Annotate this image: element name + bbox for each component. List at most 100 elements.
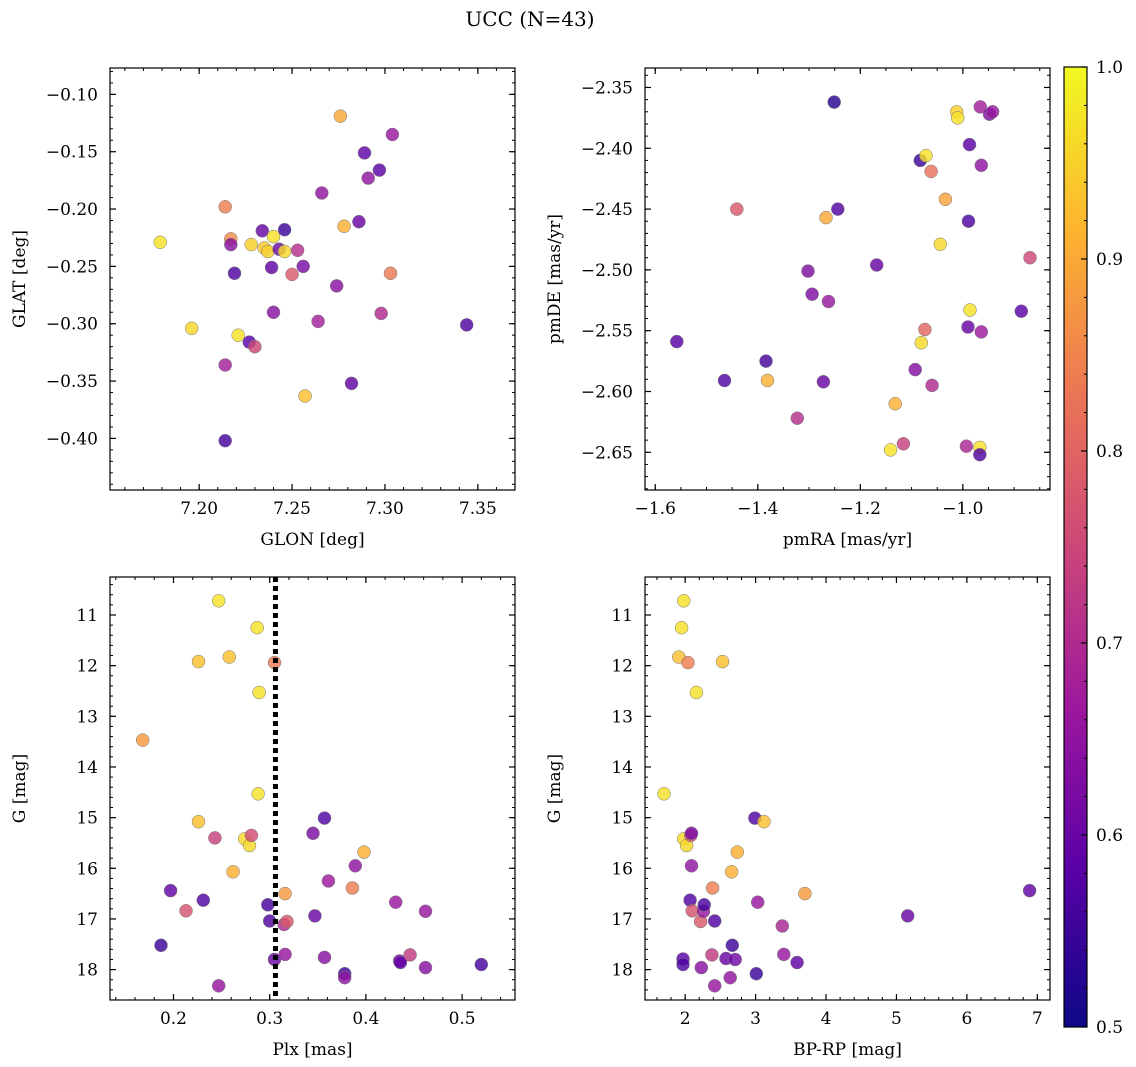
scatter-point	[790, 411, 805, 425]
scatter-point	[707, 979, 722, 993]
scatter-point	[689, 685, 704, 700]
y-tick-label: 15	[76, 809, 98, 829]
scatter-point	[973, 100, 988, 114]
scatter-point	[694, 960, 709, 975]
scatter-point	[938, 192, 953, 207]
scatter-point	[959, 439, 974, 453]
scatter-point	[777, 947, 791, 962]
scatter-point	[725, 938, 740, 953]
scatter-point	[925, 378, 939, 393]
scatter-point	[974, 158, 989, 173]
x-tick-label: 7.30	[366, 499, 404, 519]
y-tick-label: 16	[76, 859, 98, 879]
scatter-point	[950, 111, 965, 125]
axes-frame	[109, 67, 516, 491]
x-tick-label: 7.25	[273, 499, 311, 519]
y-tick-label: 17	[611, 910, 633, 930]
scatter-point	[264, 260, 279, 275]
y-axis-label: GLAT [deg]	[10, 230, 30, 328]
scatter-point	[657, 787, 671, 801]
scatter-point	[985, 105, 1000, 119]
scatter-point	[191, 814, 206, 829]
y-tick-label: 12	[76, 657, 98, 677]
scatter-point	[728, 952, 742, 967]
scatter-point	[775, 919, 790, 933]
colorbar: 0.5 0.6 0.7 0.8 0.9 1.0	[1063, 58, 1123, 1038]
y-tick-label: −2.45	[581, 200, 633, 220]
scatter-point	[403, 948, 417, 962]
scatter-point	[827, 95, 841, 109]
y-tick-label: −2.60	[581, 382, 633, 402]
x-tick-label: 7.20	[180, 499, 218, 519]
scatter-point	[685, 904, 699, 918]
scatter-point	[474, 957, 489, 972]
scatter-point	[357, 146, 372, 160]
scatter-point	[963, 303, 977, 317]
scatter-point	[179, 904, 193, 918]
scatter-point	[730, 845, 745, 859]
scatter-point	[924, 164, 938, 179]
y-tick-label: 12	[611, 657, 633, 677]
scatter-point	[280, 914, 294, 929]
x-tick-label: −1.2	[840, 499, 881, 519]
x-tick-label: 7	[1032, 1009, 1043, 1029]
scatter-point	[385, 127, 400, 142]
scatter-point	[918, 322, 932, 337]
scatter-point	[218, 433, 232, 448]
y-tick-label: 14	[611, 758, 633, 778]
x-tick-label: −1.4	[737, 499, 778, 519]
scatter-point	[705, 948, 719, 962]
scatter-point	[218, 358, 232, 372]
x-tick-label: 3	[750, 1009, 761, 1029]
scatter-point	[908, 362, 922, 377]
scatter-point	[255, 224, 270, 238]
scatter-point	[372, 163, 387, 177]
scatter-point	[154, 938, 168, 953]
scatter-point	[388, 895, 403, 909]
scatter-point	[244, 828, 259, 843]
y-tick-label: 18	[76, 961, 98, 981]
colorbar-tick-label: 0.5	[1096, 1018, 1123, 1038]
scatter-point	[135, 733, 150, 747]
scatter-point	[211, 979, 226, 993]
scatter-point	[798, 886, 812, 901]
scatter-point	[277, 244, 292, 259]
scatter-point	[290, 243, 305, 258]
y-tick-label: −0.35	[46, 372, 98, 392]
scatter-point	[191, 654, 206, 669]
scatter-point	[900, 909, 915, 923]
y-tick-label: −0.15	[46, 143, 98, 163]
scatter-point	[723, 970, 737, 985]
colorbar-tick-label: 0.7	[1096, 634, 1123, 654]
x-tick-label: 5	[891, 1009, 902, 1029]
x-tick-label: 2	[680, 1009, 691, 1029]
scatter-point	[896, 437, 911, 451]
colorbar-gradient	[1063, 66, 1088, 1028]
y-tick-label: 13	[611, 707, 633, 727]
scatter-point	[749, 966, 764, 981]
scatter-point	[361, 171, 375, 185]
y-tick-label: −0.20	[46, 200, 98, 220]
scatter-point	[393, 955, 408, 970]
x-tick-label: −1.0	[942, 499, 983, 519]
x-tick-label: 0.5	[449, 1009, 476, 1029]
scatter-point	[266, 229, 281, 244]
scatter-point	[801, 264, 815, 278]
axes-frame	[644, 576, 1051, 1001]
x-tick-label: 7.35	[459, 499, 497, 519]
y-axis-label: G [mag]	[10, 754, 30, 823]
panel-glon-glat: 7.20 7.25 7.30 7.35 −0.10 −0.15 −0.20 −0.25 −0.3…	[10, 67, 516, 550]
scatter-point	[961, 214, 976, 228]
scatter-point	[278, 947, 292, 962]
scatter-point	[750, 895, 765, 909]
scatter-point	[1022, 883, 1037, 898]
x-tick-label: 4	[821, 1009, 832, 1029]
x-tick-label: 0.2	[160, 1009, 187, 1029]
scatter-point	[674, 620, 689, 635]
scatter-point	[184, 321, 199, 336]
y-tick-label: 13	[76, 707, 98, 727]
scatter-point	[883, 443, 898, 457]
x-axis-label: GLON [deg]	[260, 530, 364, 550]
scatter-point	[757, 814, 771, 829]
scatter-point	[315, 186, 329, 200]
